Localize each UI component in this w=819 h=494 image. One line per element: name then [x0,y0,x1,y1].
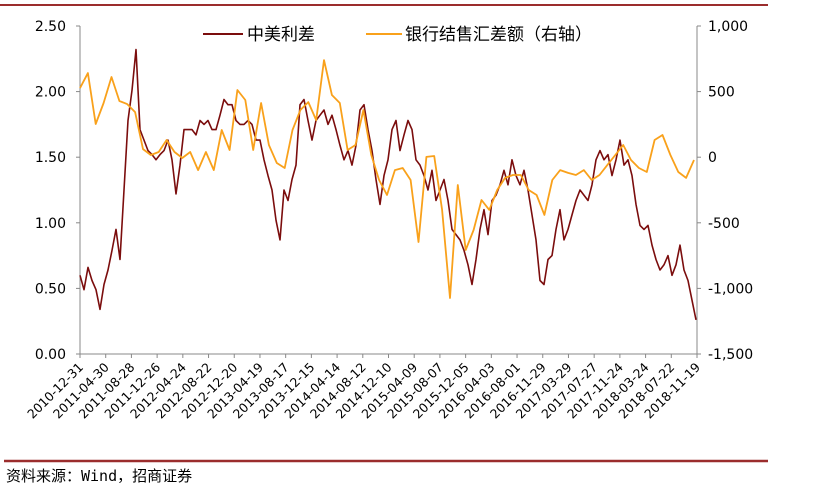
legend-label-spread: 中美利差 [247,25,315,45]
right-axis-tick-label: -500 [708,216,740,232]
right-axis-tick-label: 0 [708,150,717,166]
series-line-spread [79,48,697,321]
right-axis-tick-label: 1,000 [708,19,748,35]
legend-label-fx-settlement: 银行结售汇差额（右轴） [405,25,592,45]
right-axis-tick-label: -1,500 [708,347,753,363]
right-axis-tick-label: 500 [708,85,735,101]
legend: 中美利差 银行结售汇差额（右轴） [203,25,592,45]
left-axis-tick-label: 0.50 [35,281,66,297]
left-axis-tick-label: 0.00 [35,347,66,363]
left-axis-tick-label: 1.50 [35,150,66,166]
left-axis-tick-label: 1.00 [35,216,66,232]
series-fx-settlement [79,59,695,299]
series-line-fx-settlement [79,59,695,299]
series-spread [79,48,697,321]
right-axis-tick-label: -1,000 [708,281,753,297]
left-axis-tick-label: 2.00 [35,85,66,101]
left-axis-tick-label: 2.50 [35,19,66,35]
source-note: 资料来源：Wind，招商证券 [6,467,193,485]
